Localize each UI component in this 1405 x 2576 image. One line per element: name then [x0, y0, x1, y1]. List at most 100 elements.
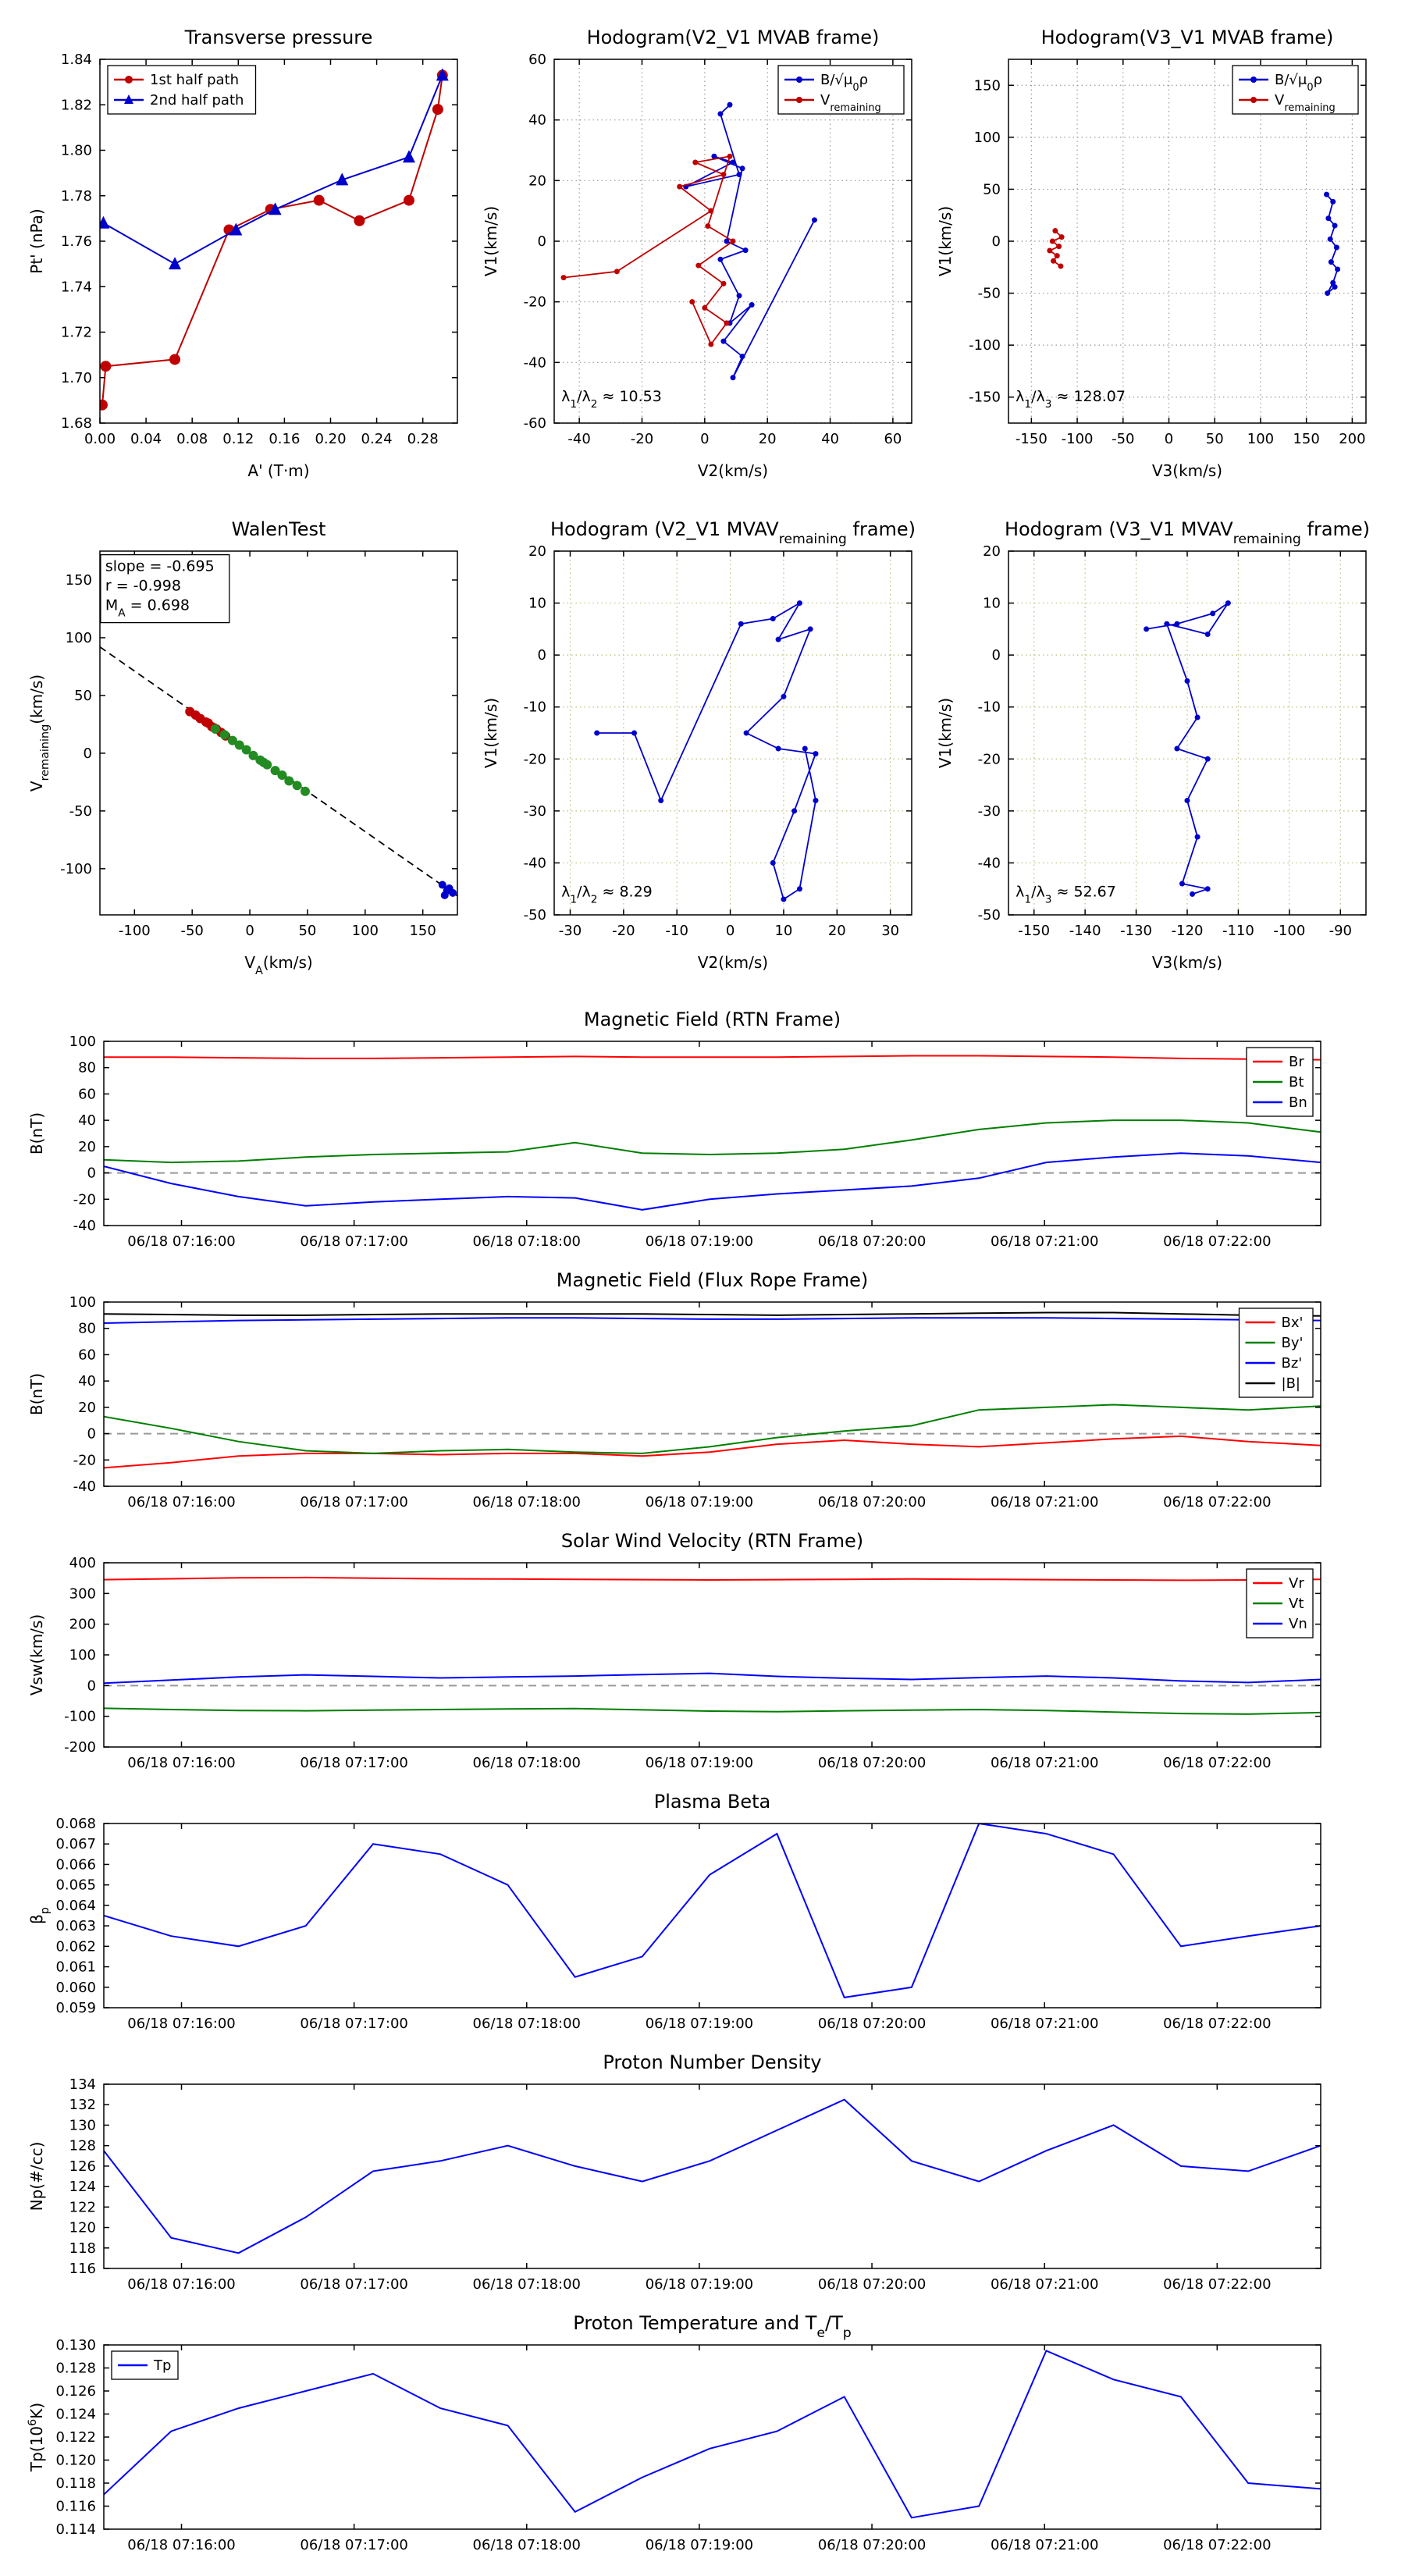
svg-text:100: 100 — [69, 1294, 96, 1311]
svg-text:06/18 07:16:00: 06/18 07:16:00 — [127, 2016, 235, 2032]
svg-text:0: 0 — [538, 233, 546, 250]
svg-text:0: 0 — [992, 647, 1001, 664]
svg-text:150: 150 — [1293, 431, 1319, 447]
svg-text:06/18 07:19:00: 06/18 07:19:00 — [646, 1233, 753, 1250]
svg-text:06/18 07:22:00: 06/18 07:22:00 — [1163, 1233, 1271, 1250]
svg-text:06/18 07:21:00: 06/18 07:21:00 — [991, 1233, 1098, 1250]
svg-text:-60: -60 — [524, 415, 546, 432]
svg-text:Tp: Tp — [153, 2357, 171, 2374]
svg-text:40: 40 — [528, 112, 546, 129]
svg-text:-40: -40 — [978, 855, 1001, 871]
svg-text:-30: -30 — [559, 923, 582, 939]
plasma-beta-figure: 06/18 07:16:00 06/18 07:17:00 06/18 07:18:… — [22, 1784, 1383, 2042]
svg-text:0.061: 0.061 — [55, 1959, 96, 1976]
svg-text:06/18 07:22:00: 06/18 07:22:00 — [1163, 2537, 1271, 2553]
svg-text:1.72: 1.72 — [61, 325, 92, 341]
svg-text:06/18 07:16:00: 06/18 07:16:00 — [127, 2537, 235, 2553]
svg-text:40: 40 — [78, 1112, 96, 1129]
svg-text:0.059: 0.059 — [55, 2000, 96, 2016]
svg-text:06/18 07:20:00: 06/18 07:20:00 — [818, 1494, 926, 1510]
svg-text:-150: -150 — [1016, 431, 1048, 447]
svg-text:150: 150 — [974, 77, 1001, 94]
svg-text:-150: -150 — [1018, 923, 1050, 939]
svg-text:116: 116 — [69, 2261, 96, 2277]
svg-text:Tp(106K): Tp(106K) — [27, 2403, 46, 2472]
svg-text:06/18 07:21:00: 06/18 07:21:00 — [991, 2016, 1098, 2032]
svg-text:-20: -20 — [978, 751, 1001, 767]
svg-text:Pt' (nPa): Pt' (nPa) — [27, 208, 46, 273]
svg-text:10: 10 — [983, 596, 1001, 612]
svg-text:06/18 07:18:00: 06/18 07:18:00 — [473, 1755, 581, 1771]
svg-text:V1(km/s): V1(km/s) — [936, 206, 955, 276]
svg-text:-50: -50 — [180, 923, 203, 939]
svg-text:1.84: 1.84 — [61, 52, 92, 68]
svg-text:-20: -20 — [612, 923, 635, 939]
svg-text:06/18 07:19:00: 06/18 07:19:00 — [646, 2537, 753, 2553]
svg-text:0: 0 — [992, 233, 1001, 250]
svg-text:50: 50 — [1206, 431, 1224, 447]
svg-text:06/18 07:17:00: 06/18 07:17:00 — [300, 2016, 407, 2032]
svg-text:0.062: 0.062 — [55, 1938, 96, 1955]
svg-text:20: 20 — [78, 1139, 96, 1155]
svg-text:30: 30 — [881, 923, 899, 939]
svg-text:0.04: 0.04 — [130, 431, 162, 447]
walen-test-figure: -100 -50 0 50 100 150 -100 -50 0 50 100 150 WalenTes… — [22, 503, 475, 979]
svg-text:-100: -100 — [119, 923, 151, 939]
svg-text:0.28: 0.28 — [407, 431, 439, 447]
svg-text:60: 60 — [528, 52, 546, 68]
svg-text:0: 0 — [87, 1678, 96, 1694]
svg-text:V1(km/s): V1(km/s) — [936, 698, 955, 768]
svg-text:1.70: 1.70 — [61, 370, 92, 386]
chart-proton-temperature: 06/18 07:16:00 06/18 07:17:00 06/18 07:18:… — [22, 2306, 1383, 2567]
svg-text:1.74: 1.74 — [61, 279, 92, 295]
svg-text:06/18 07:17:00: 06/18 07:17:00 — [300, 1755, 407, 1771]
svg-text:06/18 07:16:00: 06/18 07:16:00 — [127, 2276, 235, 2293]
svg-text:Magnetic Field (Flux Rope Fram: Magnetic Field (Flux Rope Frame) — [557, 1269, 868, 1291]
chart-proton-number-density: 06/18 07:16:00 06/18 07:17:00 06/18 07:18:… — [22, 2045, 1383, 2306]
svg-text:100: 100 — [1247, 431, 1274, 447]
svg-text:0: 0 — [726, 923, 735, 939]
svg-text:0: 0 — [700, 431, 709, 447]
svg-text:06/18 07:16:00: 06/18 07:16:00 — [127, 1233, 235, 1250]
svg-text:300: 300 — [69, 1585, 96, 1602]
vsw-rtn-figure: 06/18 07:16:00 06/18 07:17:00 06/18 07:18:… — [22, 1524, 1383, 1781]
svg-text:B(nT): B(nT) — [27, 1373, 46, 1415]
svg-text:-10: -10 — [666, 923, 688, 939]
svg-text:1.82: 1.82 — [61, 97, 92, 113]
svg-text:20: 20 — [828, 923, 846, 939]
svg-text:10: 10 — [774, 923, 792, 939]
svg-text:Vn: Vn — [1289, 1616, 1307, 1632]
svg-text:V3(km/s): V3(km/s) — [1152, 953, 1222, 972]
svg-text:-50: -50 — [978, 286, 1001, 302]
svg-text:0.118: 0.118 — [55, 2475, 96, 2492]
svg-text:200: 200 — [69, 1617, 96, 1633]
svg-text:122: 122 — [69, 2199, 96, 2215]
hodogram-v2v1-mvab-figure: -40 -20 0 20 40 60 -60 -40 -20 0 20 40 60 Hodogram(V2… — [476, 11, 929, 487]
transverse-pressure-figure: 0.00 0.04 0.08 0.12 0.16 0.20 0.24 0.28 1.68 1.70… — [22, 11, 475, 487]
svg-text:-40: -40 — [73, 1218, 96, 1234]
svg-text:06/18 07:21:00: 06/18 07:21:00 — [991, 2537, 1098, 2553]
svg-text:100: 100 — [352, 923, 379, 939]
svg-text:Np(#/cc): Np(#/cc) — [27, 2142, 46, 2211]
svg-text:0: 0 — [245, 923, 254, 939]
svg-text:06/18 07:17:00: 06/18 07:17:00 — [300, 1494, 407, 1510]
svg-text:120: 120 — [69, 2220, 96, 2236]
svg-text:40: 40 — [78, 1373, 96, 1389]
svg-text:-200: -200 — [64, 1739, 96, 1756]
svg-text:100: 100 — [69, 1647, 96, 1663]
svg-text:V2(km/s): V2(km/s) — [698, 461, 768, 480]
svg-text:20: 20 — [528, 543, 546, 560]
svg-text:Plasma Beta: Plasma Beta — [654, 1791, 770, 1813]
svg-text:-40: -40 — [524, 855, 546, 871]
svg-text:06/18 07:16:00: 06/18 07:16:00 — [127, 1755, 235, 1771]
svg-text:By': By' — [1282, 1335, 1304, 1351]
svg-text:V1(km/s): V1(km/s) — [482, 206, 500, 276]
chart-plasma-beta: 06/18 07:16:00 06/18 07:17:00 06/18 07:18:… — [22, 1784, 1383, 2045]
svg-text:-110: -110 — [1222, 923, 1254, 939]
svg-text:130: 130 — [69, 2117, 96, 2133]
svg-text:06/18 07:18:00: 06/18 07:18:00 — [473, 1494, 581, 1510]
svg-text:20: 20 — [759, 431, 777, 447]
svg-text:50: 50 — [74, 688, 92, 704]
timeseries-block: 06/18 07:16:00 06/18 07:17:00 06/18 07:18:… — [22, 1002, 1383, 2567]
svg-text:-90: -90 — [1329, 923, 1352, 939]
